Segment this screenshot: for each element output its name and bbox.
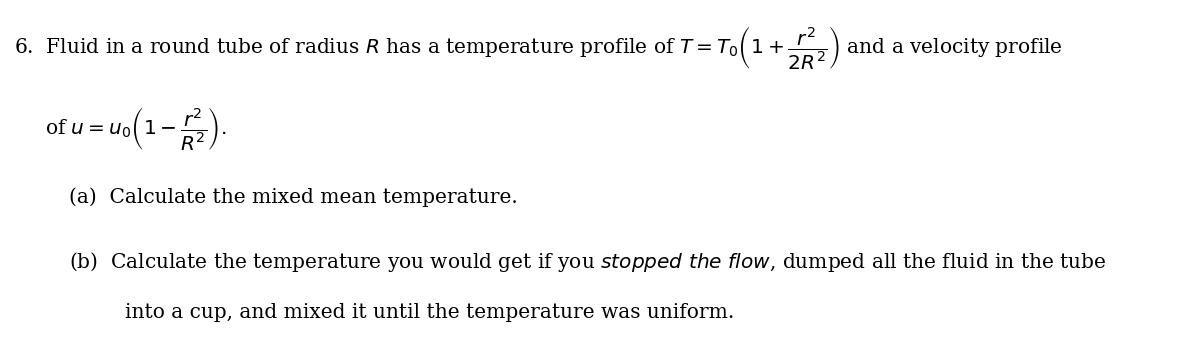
Text: (a)  Calculate the mixed mean temperature.: (a) Calculate the mixed mean temperature… <box>69 187 518 207</box>
Text: of $u = u_0\left(1 - \dfrac{r^2}{R^2}\right).$: of $u = u_0\left(1 - \dfrac{r^2}{R^2}\ri… <box>45 105 227 152</box>
Text: (b)  Calculate the temperature you would get if you $\mathit{stopped\ the\ flow}: (b) Calculate the temperature you would … <box>69 250 1106 274</box>
Text: 6.  Fluid in a round tube of radius $R$ has a temperature profile of $T = T_0\le: 6. Fluid in a round tube of radius $R$ h… <box>14 25 1063 71</box>
Text: into a cup, and mixed it until the temperature was uniform.: into a cup, and mixed it until the tempe… <box>125 303 734 322</box>
